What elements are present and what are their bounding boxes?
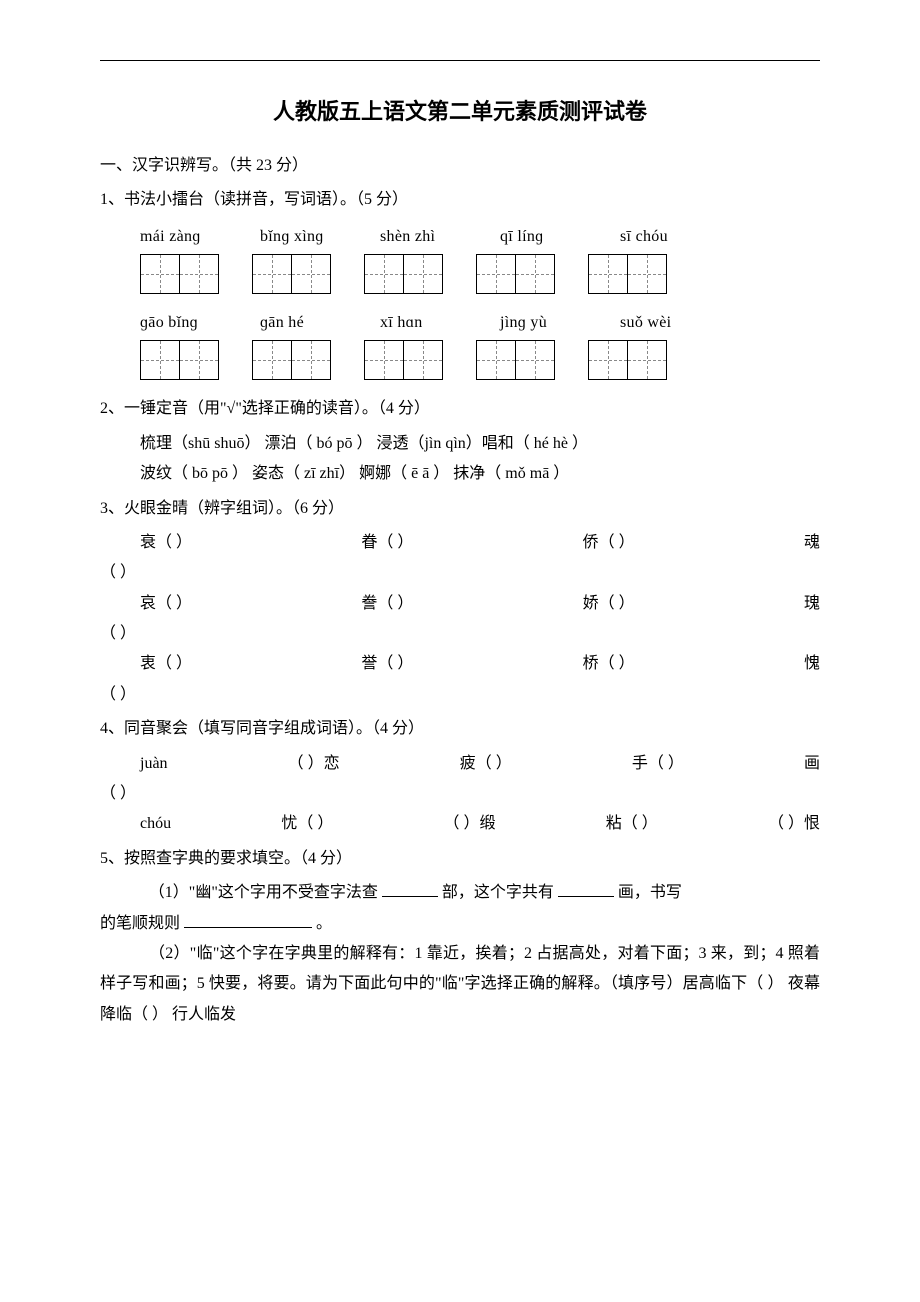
section-1-head: 一、汉字识辨写。（共 23 分） <box>100 151 820 181</box>
q4-item[interactable]: 粘（ ） <box>606 809 658 839</box>
q3-char: 眷（ <box>361 534 393 551</box>
page: { "title": "人教版五上语文第二单元素质测评试卷", "s1": { … <box>0 0 920 1080</box>
q3-row: 哀（ ） 誊（ ） 娇（ ） 瑰 <box>140 589 820 619</box>
q5-p1-text: 画，书写 <box>618 884 682 901</box>
fill-blank[interactable] <box>558 879 614 898</box>
blank[interactable]: ） <box>615 595 635 612</box>
q3-char: 誊（ <box>361 595 393 612</box>
pinyin-label: qī línɡ <box>500 222 586 252</box>
tianzi-pair[interactable] <box>364 254 442 294</box>
pinyin-label: xī hɑn <box>380 308 466 338</box>
blank[interactable]: ） <box>172 655 192 672</box>
q3-row: 衷（ ） 誉（ ） 桥（ ） 愧 <box>140 649 820 679</box>
q3-char: 哀（ <box>140 595 172 612</box>
q4-item[interactable]: 手（ ） <box>632 749 684 779</box>
top-rule <box>100 60 820 61</box>
q3-char: 侨（ <box>583 534 615 551</box>
q5-stem: 5、按照查字典的要求填空。（4 分） <box>100 844 820 874</box>
q5-p2-text: （2）"临"这个字在字典里的解释有：1 靠近，挨着；2 占据高处，对着下面；3 … <box>100 945 820 1023</box>
blank[interactable]: ） <box>393 534 413 551</box>
page-title: 人教版五上语文第二单元素质测评试卷 <box>100 91 820 133</box>
q4-item[interactable]: 疲（ ） <box>460 749 512 779</box>
q1-pinyin-row-2: ɡāo bǐnɡ ɡān hé xī hɑn jìnɡ yù suǒ wèi <box>140 308 820 338</box>
q4-row-2: chóu 忧（ ） （ ）缎 粘（ ） （ ）恨 <box>140 809 820 839</box>
q4-tail-bracket[interactable]: （ ） <box>100 779 820 809</box>
q2-line-1: 梳理（shū shuō） 漂泊（ bó pō ） 浸透（jìn qìn）唱和（ … <box>100 429 820 459</box>
q4-item-tail: 画 <box>804 749 820 779</box>
q4-row-1: juàn （ ）恋 疲（ ） 手（ ） 画 <box>140 749 820 779</box>
blank[interactable]: ） <box>172 595 192 612</box>
q4-item[interactable]: （ ）恨 <box>768 809 820 839</box>
q1-stem: 1、书法小擂台（读拼音，写词语）。（5 分） <box>100 185 820 215</box>
tianzi-pair[interactable] <box>252 254 330 294</box>
fill-blank[interactable] <box>184 909 312 928</box>
tianzi-pair[interactable] <box>588 340 666 380</box>
q5-p1-text: 的笔顺规则 <box>100 915 180 932</box>
q3-char: 衰（ <box>140 534 172 551</box>
pinyin-label: sī chóu <box>620 222 706 252</box>
pinyin-label: shèn zhì <box>380 222 466 252</box>
blank[interactable]: ） <box>615 534 635 551</box>
blank[interactable]: ） <box>172 534 192 551</box>
q5-p1-text: 部，这个字共有 <box>442 884 554 901</box>
q4-pinyin: juàn <box>140 749 168 779</box>
q1-pinyin-row-1: mái zànɡ bǐnɡ xìnɡ shèn zhì qī línɡ sī c… <box>140 222 820 252</box>
q5-p1-text: 。 <box>316 915 332 932</box>
q3-tail-bracket[interactable]: （ ） <box>100 558 820 588</box>
tianzi-pair[interactable] <box>476 254 554 294</box>
q3-char-tail: 愧 <box>804 649 820 679</box>
q4-item[interactable]: 忧（ ） <box>281 809 333 839</box>
q2-line-2: 波纹（ bō pō ） 姿态（ zī zhī） 婀娜（ ē ā ） 抹净（ mǒ… <box>100 459 820 489</box>
q3-char: 誉（ <box>361 655 393 672</box>
blank[interactable]: ） <box>393 595 413 612</box>
tianzi-pair[interactable] <box>588 254 666 294</box>
q3-tail-bracket[interactable]: （ ） <box>100 619 820 649</box>
tianzi-pair[interactable] <box>476 340 554 380</box>
q3-char: 衷（ <box>140 655 172 672</box>
q4-stem: 4、同音聚会（填写同音字组成词语）。（4 分） <box>100 714 820 744</box>
q3-char-tail: 瑰 <box>804 589 820 619</box>
q4-pinyin: chóu <box>140 809 171 839</box>
q5-p1-text: （1）"幽"这个字用不受查字法查 <box>149 884 378 901</box>
fill-blank[interactable] <box>382 879 438 898</box>
pinyin-label: ɡāo bǐnɡ <box>140 308 226 338</box>
blank[interactable]: ） <box>615 655 635 672</box>
q1-boxes-row-1 <box>140 254 820 294</box>
q3-char-tail: 魂 <box>804 528 820 558</box>
q5-p2: （2）"临"这个字在字典里的解释有：1 靠近，挨着；2 占据高处，对着下面；3 … <box>100 939 820 1030</box>
q5-p1: （1）"幽"这个字用不受查字法查 部，这个字共有 画，书写 <box>100 878 820 908</box>
tianzi-pair[interactable] <box>252 340 330 380</box>
pinyin-label: ɡān hé <box>260 308 346 338</box>
pinyin-label: bǐnɡ xìnɡ <box>260 222 346 252</box>
pinyin-label: mái zànɡ <box>140 222 226 252</box>
q3-stem: 3、火眼金晴（辨字组词）。（6 分） <box>100 494 820 524</box>
q3-row: 衰（ ） 眷（ ） 侨（ ） 魂 <box>140 528 820 558</box>
pinyin-label: suǒ wèi <box>620 308 706 338</box>
blank[interactable]: ） <box>393 655 413 672</box>
q3-tail-bracket[interactable]: （ ） <box>100 680 820 710</box>
tianzi-pair[interactable] <box>140 340 218 380</box>
q5-p1-cont: 的笔顺规则 。 <box>100 909 820 939</box>
tianzi-pair[interactable] <box>140 254 218 294</box>
q3-char: 娇（ <box>583 595 615 612</box>
q4-item[interactable]: （ ）缎 <box>444 809 496 839</box>
q2-stem: 2、一锤定音（用"√"选择正确的读音）。（4 分） <box>100 394 820 424</box>
q1-boxes-row-2 <box>140 340 820 380</box>
pinyin-label: jìnɡ yù <box>500 308 586 338</box>
q4-item[interactable]: （ ）恋 <box>288 749 340 779</box>
q3-char: 桥（ <box>583 655 615 672</box>
tianzi-pair[interactable] <box>364 340 442 380</box>
